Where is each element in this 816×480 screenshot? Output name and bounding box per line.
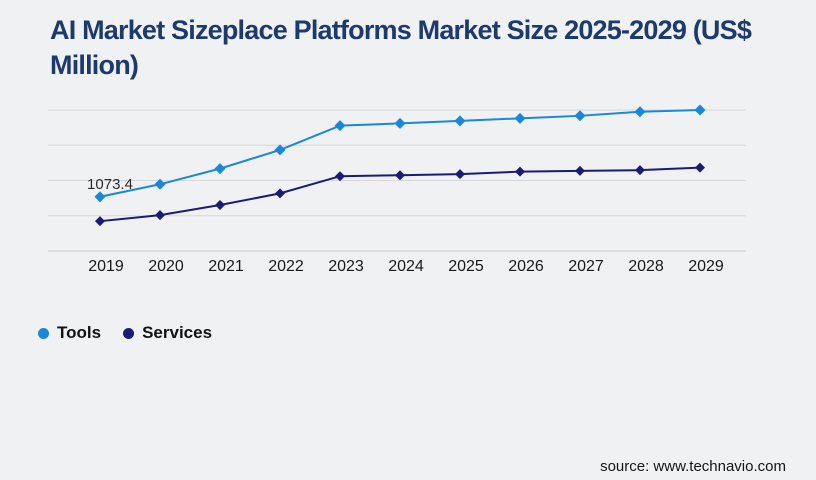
x-axis-label-2019: 2019 — [88, 258, 124, 275]
services-marker-2020[interactable] — [155, 210, 165, 221]
tools-marker-2029[interactable] — [694, 104, 706, 116]
tools-marker-2020[interactable] — [154, 178, 166, 190]
x-axis-label-2026: 2026 — [508, 258, 544, 275]
x-axis-label-2023: 2023 — [328, 258, 364, 275]
x-axis-label-2028: 2028 — [628, 258, 664, 275]
source-attribution: source: www.technavio.com — [600, 458, 786, 475]
chart-title-line1: AI Market Sizeplace Platforms Market Siz… — [50, 15, 752, 45]
tools-marker-2027[interactable] — [574, 110, 586, 122]
tools-marker-2024[interactable] — [394, 117, 406, 129]
services-marker-2029[interactable] — [695, 162, 705, 173]
services-legend-label: Services — [142, 323, 213, 342]
data-label-tools-2019: 1073.4 — [87, 176, 133, 193]
services-marker-2021[interactable] — [215, 200, 225, 211]
tools-marker-2023[interactable] — [334, 120, 346, 132]
legend-item-services[interactable]: Services — [123, 323, 212, 343]
services-marker-2019[interactable] — [95, 216, 105, 227]
chart-title-line2: Million) — [50, 50, 139, 80]
tools-legend-dot-icon — [38, 327, 49, 339]
services-marker-2028[interactable] — [635, 165, 645, 176]
services-marker-2026[interactable] — [515, 166, 525, 177]
tools-marker-2025[interactable] — [454, 115, 466, 127]
tools-legend-label: Tools — [57, 323, 102, 342]
tools-marker-2019[interactable] — [94, 191, 106, 203]
tools-marker-2021[interactable] — [214, 163, 226, 175]
services-marker-2025[interactable] — [455, 169, 465, 180]
services-marker-2022[interactable] — [275, 188, 285, 199]
services-marker-2024[interactable] — [395, 170, 405, 181]
services-legend-dot-icon — [123, 327, 135, 339]
x-axis-label-2021: 2021 — [208, 258, 244, 275]
x-axis-label-2029: 2029 — [688, 258, 724, 275]
x-axis-label-2025: 2025 — [448, 258, 484, 275]
chart-svg: 2019 2020 2021 2022 2023 2024 2025 2026 2027 2028… — [48, 104, 746, 275]
tools-marker-2022[interactable] — [274, 144, 286, 156]
x-axis-label-2024: 2024 — [388, 258, 424, 275]
services-marker-2023[interactable] — [335, 171, 345, 182]
tools-marker-2026[interactable] — [514, 112, 526, 124]
x-axis-label-2020: 2020 — [148, 258, 184, 275]
x-axis-label-2022: 2022 — [268, 258, 304, 275]
tools-marker-2028[interactable] — [634, 106, 646, 118]
legend-item-tools[interactable]: Tools — [38, 323, 101, 343]
services-marker-2027[interactable] — [575, 165, 585, 176]
chart-title: AI Market Sizeplace Platforms Market Siz… — [50, 13, 752, 83]
x-axis-label-2027: 2027 — [568, 258, 604, 275]
legend: Tools Services — [38, 323, 212, 343]
